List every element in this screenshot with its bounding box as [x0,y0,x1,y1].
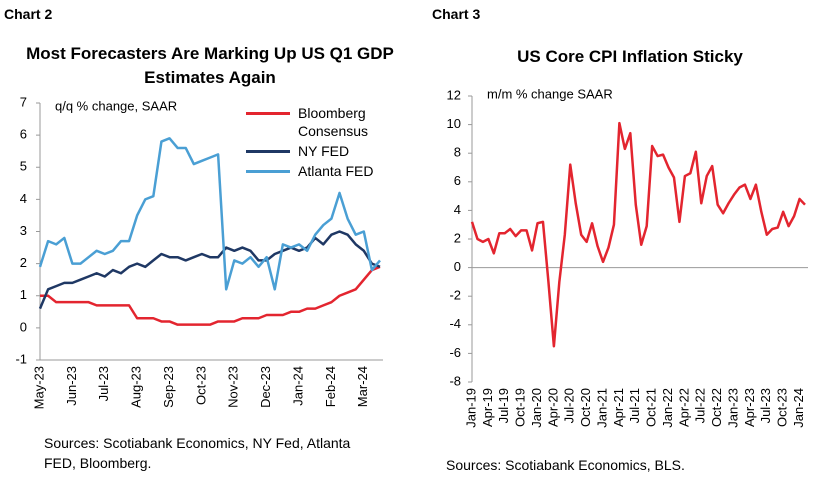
x-tick-label: Oct-22 [709,388,724,427]
legend-entry: Atlanta FED [246,162,390,180]
y-tick-label: -6 [449,345,461,360]
x-tick-label: Apr-23 [742,388,757,427]
x-tick-label: Jan-20 [529,388,544,428]
legend: Bloomberg Consensus NY FED Atlanta FED [246,104,390,180]
x-tick-label: Jan-22 [660,388,675,428]
legend-swatch [246,150,290,153]
chart-title: Most Forecasters Are Marking Up US Q1 GD… [26,44,394,87]
x-tick-label: Dec-23 [258,366,273,408]
y-tick-label: 8 [454,145,461,160]
y-axis-label: m/m % change SAAR [487,86,613,101]
chart-title: US Core CPI Inflation Sticky [517,47,743,66]
y-tick-label: 10 [447,116,461,131]
y-tick-label: 6 [20,127,27,142]
line-series [470,121,806,348]
x-tick-label: Apr-21 [611,388,626,427]
y-tick-label: 2 [20,255,27,270]
legend-swatch [246,170,290,173]
y-tick-label: -4 [449,316,461,331]
x-tick-label: Mar-24 [355,366,370,407]
y-tick-label: -1 [15,351,27,366]
x-tick-label: Jan-24 [290,366,305,406]
line-series [38,230,381,310]
x-tick-label: Apr-19 [480,388,495,427]
y-tick-label: 4 [454,202,461,217]
source-note: Sources: Scotiabank Economics, BLS. [446,457,685,473]
x-tick-label: Oct-23 [193,366,208,405]
y-tick-label: 0 [20,319,27,334]
x-tick-label: Jul-19 [496,388,511,423]
y-tick-label: 7 [20,94,27,109]
y-tick-label: 0 [454,259,461,274]
line-series [40,265,381,326]
x-tick-label: Feb-24 [323,366,338,407]
legend-entry: NY FED [246,142,390,160]
x-tick-label: Oct-23 [775,388,790,427]
y-tick-label: 1 [20,287,27,302]
y-tick-label: 3 [20,223,27,238]
chart-label: Chart 2 [4,6,53,22]
x-tick-label: Oct-19 [513,388,528,427]
x-tick-label: Jul-21 [627,388,642,423]
line-series [38,137,381,291]
x-tick-label: Jul-20 [562,388,577,423]
x-tick-label: Oct-21 [644,388,659,427]
x-tick-label: Jan-21 [594,388,609,428]
x-tick-label: Jan-24 [791,388,806,428]
y-tick-label: 2 [454,230,461,245]
x-tick-label: Jul-23 [758,388,773,423]
y-tick-label: 5 [20,159,27,174]
x-tick-label: Jan-23 [725,388,740,428]
legend-label: Atlanta FED [298,163,374,179]
y-axis-label: q/q % change, SAAR [55,98,177,113]
x-tick-label: Sep-23 [161,366,176,408]
legend-label: Bloomberg Consensus [298,105,369,139]
y-tick-label: 4 [20,191,27,206]
source-note: Sources: Scotiabank Economics, NY Fed, A… [44,435,351,471]
y-tick-label: 12 [447,87,461,102]
legend-entry: Bloomberg Consensus [246,104,390,140]
y-tick-label: -8 [449,373,461,388]
x-tick-label: Apr-20 [545,388,560,427]
x-tick-label: Aug-23 [129,366,144,408]
x-tick-label: Jan-19 [463,388,478,428]
legend-swatch [246,112,290,115]
x-tick-label: Nov-23 [226,366,241,408]
x-tick-label: Jun-23 [64,366,79,406]
x-tick-label: Jul-22 [693,388,708,423]
legend-label: NY FED [298,143,350,159]
x-tick-label: Apr-22 [676,388,691,427]
x-tick-label: May-23 [31,366,46,409]
y-tick-label: 6 [454,173,461,188]
y-tick-label: -2 [449,288,461,303]
chart-label: Chart 3 [432,6,481,22]
x-tick-label: Jul-23 [96,366,111,401]
x-tick-label: Oct-20 [578,388,593,427]
